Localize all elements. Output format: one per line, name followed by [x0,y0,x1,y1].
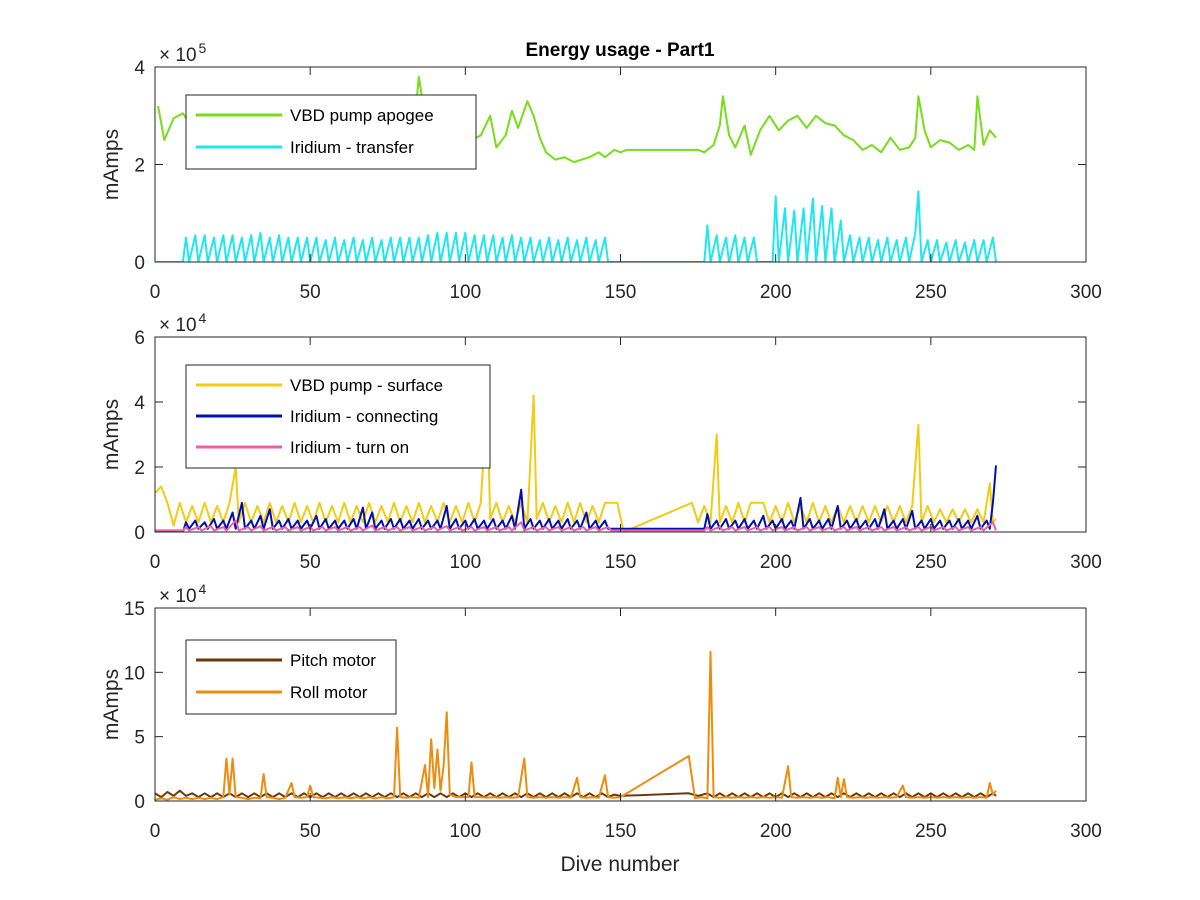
x-tick-label: 150 [605,821,637,842]
legend-entry: VBD pump apogee [290,106,434,125]
y-exponent-power: 5 [199,40,207,56]
y-tick-label: 10 [124,663,145,684]
x-tick-label: 100 [449,821,481,842]
x-tick-label: 300 [1070,821,1102,842]
x-tick-label: 200 [760,282,792,303]
y-exponent-power: 4 [199,310,207,326]
legend-box [185,639,397,715]
x-tick-label: 200 [760,821,792,842]
legend-entry: Iridium - connecting [290,407,438,426]
y-tick-label: 2 [134,458,145,479]
x-tick-label: 300 [1070,552,1102,573]
y-tick-label: 4 [134,393,145,414]
x-tick-label: 0 [150,552,161,573]
x-tick-label: 150 [605,282,637,303]
legend: Pitch motor Roll motor [185,639,397,715]
y-tick-label: 0 [134,792,145,813]
y-axis-label: mAmps [100,669,123,740]
x-tick-label: 0 [150,821,161,842]
legend: VBD pump apogee Iridium - transfer [185,94,477,170]
x-tick-label: 300 [1070,282,1102,303]
series-line-iridium-transfer [155,190,997,262]
x-tick-label: 0 [150,282,161,303]
x-tick-label: 50 [300,552,321,573]
x-tick-label: 250 [915,821,947,842]
y-tick-label: 6 [134,328,145,349]
x-axis-label: Dive number [560,853,679,876]
legend-entry: Iridium - turn on [290,438,409,457]
y-tick-label: 4 [134,58,145,79]
x-tick-label: 50 [300,282,321,303]
y-tick-label: 15 [124,599,145,620]
x-tick-label: 50 [300,821,321,842]
x-tick-label: 100 [449,282,481,303]
y-axis-label: mAmps [100,399,123,470]
x-tick-label: 250 [915,282,947,303]
legend-entry: Pitch motor [290,651,376,670]
legend-entry: Iridium - transfer [290,138,414,157]
series-group [155,650,997,801]
x-tick-label: 200 [760,552,792,573]
legend-entry: VBD pump - surface [290,376,443,395]
legend-entry: Roll motor [290,683,368,702]
y-tick-label: 0 [134,253,145,274]
series-line-roll-motor [155,650,997,801]
x-tick-label: 100 [449,552,481,573]
y-tick-label: 5 [134,728,145,749]
series-line-iridium-turn-on [155,519,997,532]
y-axis-label: mAmps [100,129,123,200]
legend-box [185,94,477,170]
figure-title: Energy usage - Part1 [525,40,714,61]
x-tick-label: 250 [915,552,947,573]
y-exponent-power: 4 [199,581,207,597]
series-line-pitch-motor [155,789,997,799]
series-group [155,394,997,532]
series-line-vbd-pump-surface [155,394,997,532]
y-tick-label: 2 [134,156,145,177]
x-tick-label: 150 [605,552,637,573]
y-tick-label: 0 [134,523,145,544]
legend: VBD pump - surface Iridium - connecting Ir… [185,364,491,469]
